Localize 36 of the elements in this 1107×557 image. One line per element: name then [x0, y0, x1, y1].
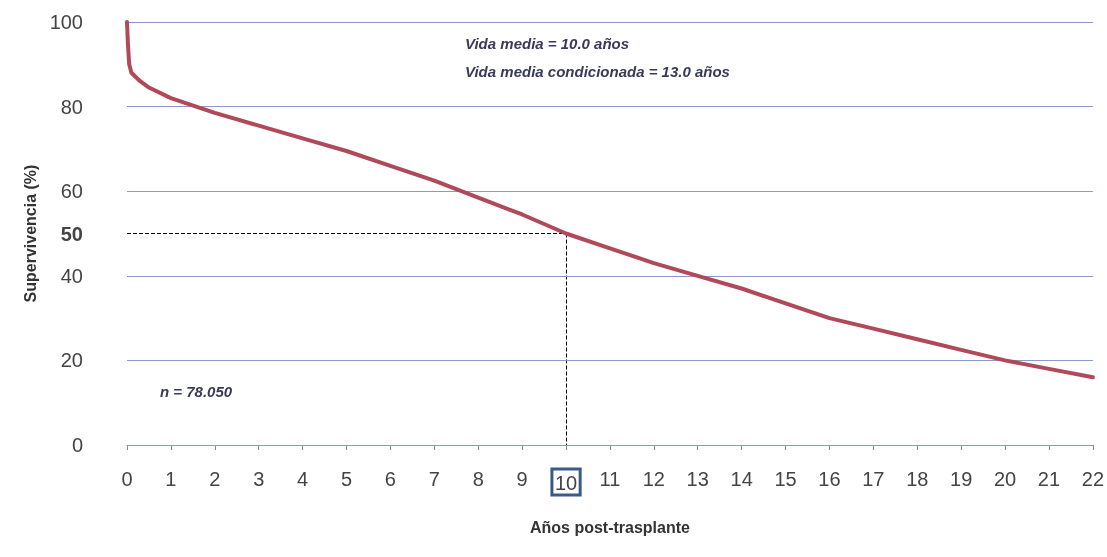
x-tick-label: 17	[862, 468, 885, 490]
x-tick-label: 19	[950, 468, 973, 490]
x-tick-label: 15	[774, 468, 797, 490]
x-tick-label: 6	[384, 468, 396, 490]
x-tick-label: 13	[686, 468, 709, 490]
x-tick-label: 22	[1081, 468, 1104, 490]
y-tick-label: 40	[60, 264, 83, 287]
x-tick-label: 18	[906, 468, 929, 490]
annotation: n = 78.050	[160, 383, 233, 400]
y-tick-label: 60	[60, 180, 83, 203]
y-tick-label: 100	[49, 11, 83, 33]
x-tick-label: 7	[428, 468, 440, 490]
x-axis-title: Años post-trasplante	[529, 518, 691, 536]
y-tick-label: 80	[60, 95, 83, 118]
x-tick-label: 0	[121, 468, 133, 490]
y-tick-label: 0	[71, 434, 83, 456]
x-tick-label: 11	[599, 468, 621, 490]
x-tick-label: 8	[472, 468, 484, 490]
x-tick-label: 5	[340, 468, 353, 490]
x-tick-label: 1	[165, 468, 177, 490]
x-tick-label: 2	[209, 468, 221, 490]
x-tick-label: 3	[253, 468, 265, 490]
x-tick-label: 21	[1037, 468, 1061, 490]
x-tick-label: 20	[993, 468, 1017, 490]
y-tick-label: 20	[60, 349, 83, 372]
y-axis-title: Supervivencia (%)	[22, 164, 40, 303]
line-series	[125, 20, 1095, 380]
x-tick-label: 9	[516, 468, 528, 490]
x-tick-label: 14	[730, 468, 753, 490]
annotation: Vida media = 10.0 años	[465, 35, 630, 52]
x-tick-label: 4	[297, 468, 309, 490]
y-tick-label: 50	[60, 222, 83, 245]
x-tick-label: 10	[554, 472, 578, 494]
x-tick-label: 16	[818, 468, 841, 490]
annotation: Vida media condicionada = 13.0 años	[465, 63, 730, 80]
x-tick-label: 12	[642, 468, 665, 490]
